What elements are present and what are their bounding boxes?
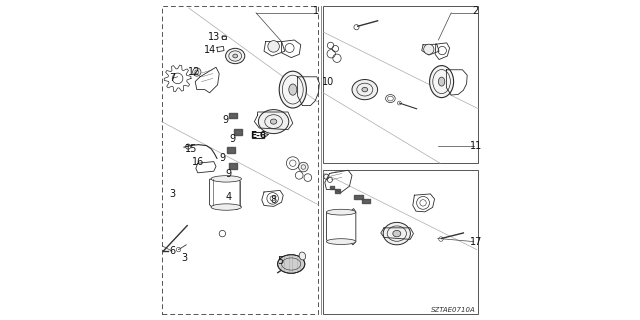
Ellipse shape (383, 222, 410, 245)
Text: 9: 9 (226, 169, 232, 180)
Ellipse shape (326, 209, 356, 215)
Bar (161, 6, 319, 314)
Text: 17: 17 (470, 236, 482, 247)
Ellipse shape (429, 66, 454, 98)
Ellipse shape (211, 176, 241, 182)
Text: 9: 9 (229, 134, 235, 144)
Text: E-6: E-6 (250, 131, 266, 140)
Ellipse shape (233, 54, 237, 58)
Text: 9: 9 (223, 115, 228, 125)
Text: SZTAE0710A: SZTAE0710A (431, 307, 476, 313)
Ellipse shape (226, 48, 244, 64)
Circle shape (424, 44, 434, 54)
Text: 10: 10 (322, 76, 334, 87)
Ellipse shape (352, 79, 378, 100)
Circle shape (268, 41, 280, 52)
Text: 5: 5 (277, 256, 283, 266)
Ellipse shape (279, 71, 307, 108)
Text: 7: 7 (169, 73, 175, 84)
Text: 2: 2 (473, 6, 479, 16)
Text: 12: 12 (188, 67, 201, 77)
Ellipse shape (393, 230, 401, 237)
Ellipse shape (259, 109, 289, 134)
Text: 9: 9 (220, 153, 225, 164)
Bar (323, 6, 479, 163)
Text: 16: 16 (191, 156, 204, 167)
Text: 3: 3 (181, 252, 187, 263)
Text: 13: 13 (207, 32, 220, 42)
Bar (323, 170, 479, 314)
Text: 15: 15 (185, 144, 197, 154)
Bar (252, 132, 264, 138)
Ellipse shape (271, 119, 277, 124)
Text: 6: 6 (169, 246, 175, 256)
Text: 11: 11 (470, 140, 482, 151)
Circle shape (193, 68, 201, 76)
Text: 14: 14 (204, 44, 216, 55)
Ellipse shape (211, 204, 241, 210)
Text: 8: 8 (271, 195, 276, 205)
Ellipse shape (299, 252, 306, 260)
Ellipse shape (438, 77, 445, 86)
Circle shape (298, 162, 308, 172)
Text: 1: 1 (313, 6, 319, 16)
Text: 3: 3 (169, 188, 175, 199)
Ellipse shape (289, 84, 297, 95)
Ellipse shape (326, 239, 356, 244)
Text: 4: 4 (226, 192, 232, 202)
Ellipse shape (278, 255, 305, 273)
Ellipse shape (362, 87, 368, 92)
